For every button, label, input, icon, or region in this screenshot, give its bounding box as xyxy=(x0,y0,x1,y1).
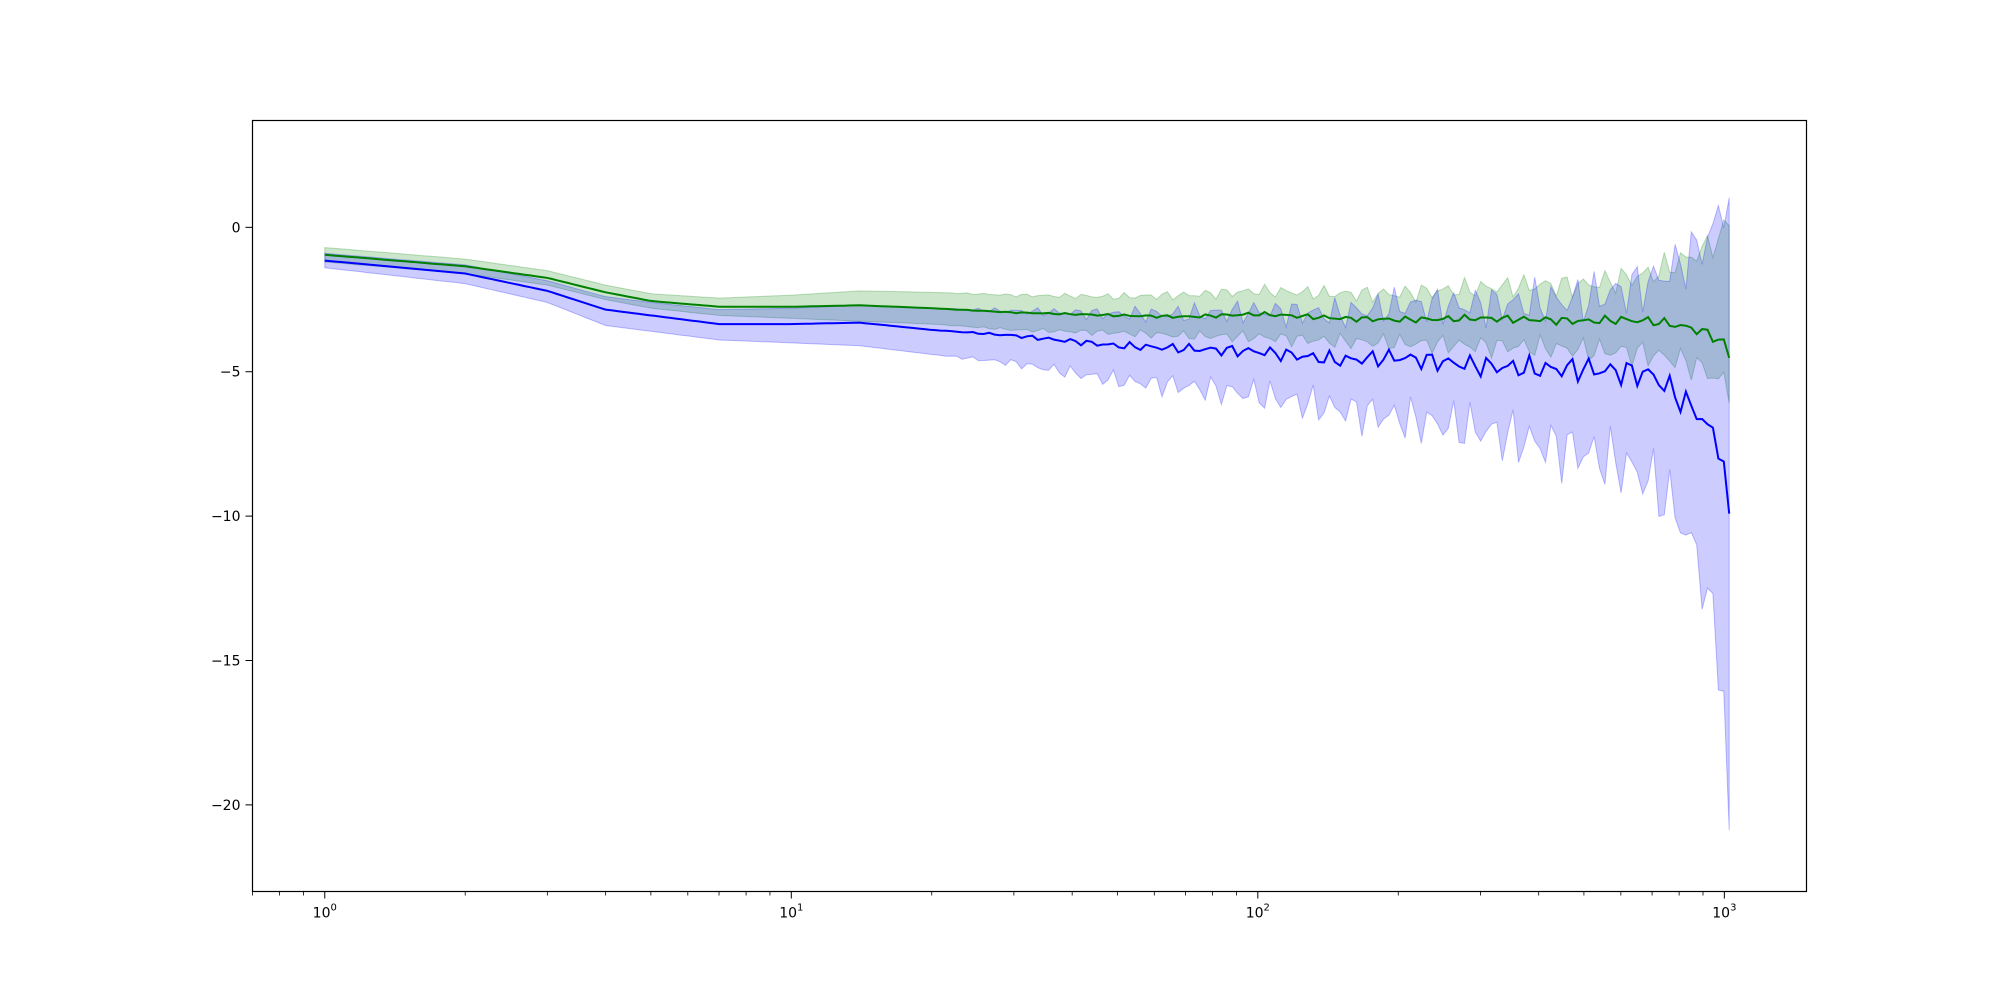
band-series-blue xyxy=(324,197,1730,831)
y-tick-label-4: −20 xyxy=(211,798,241,814)
x-tick-label-2: 102 xyxy=(1246,903,1270,922)
axes-frame xyxy=(251,119,1808,893)
y-tick-label-1: −5 xyxy=(220,365,241,381)
line-series-blue xyxy=(324,259,1731,514)
y-tick-label-3: −15 xyxy=(211,653,241,669)
x-tick-label-1: 101 xyxy=(779,903,803,922)
x-tick-label-3: 103 xyxy=(1712,903,1736,922)
plot-area xyxy=(324,197,1731,831)
y-tick-label-2: −10 xyxy=(211,509,241,525)
x-tick-label-0: 100 xyxy=(313,903,337,922)
line-series-green xyxy=(324,253,1731,359)
axes: 100 101 102 103 0 −5 −10 −15 −20 xyxy=(211,220,1736,921)
band-series-green xyxy=(324,219,1730,403)
y-tick-label-0: 0 xyxy=(232,220,241,236)
